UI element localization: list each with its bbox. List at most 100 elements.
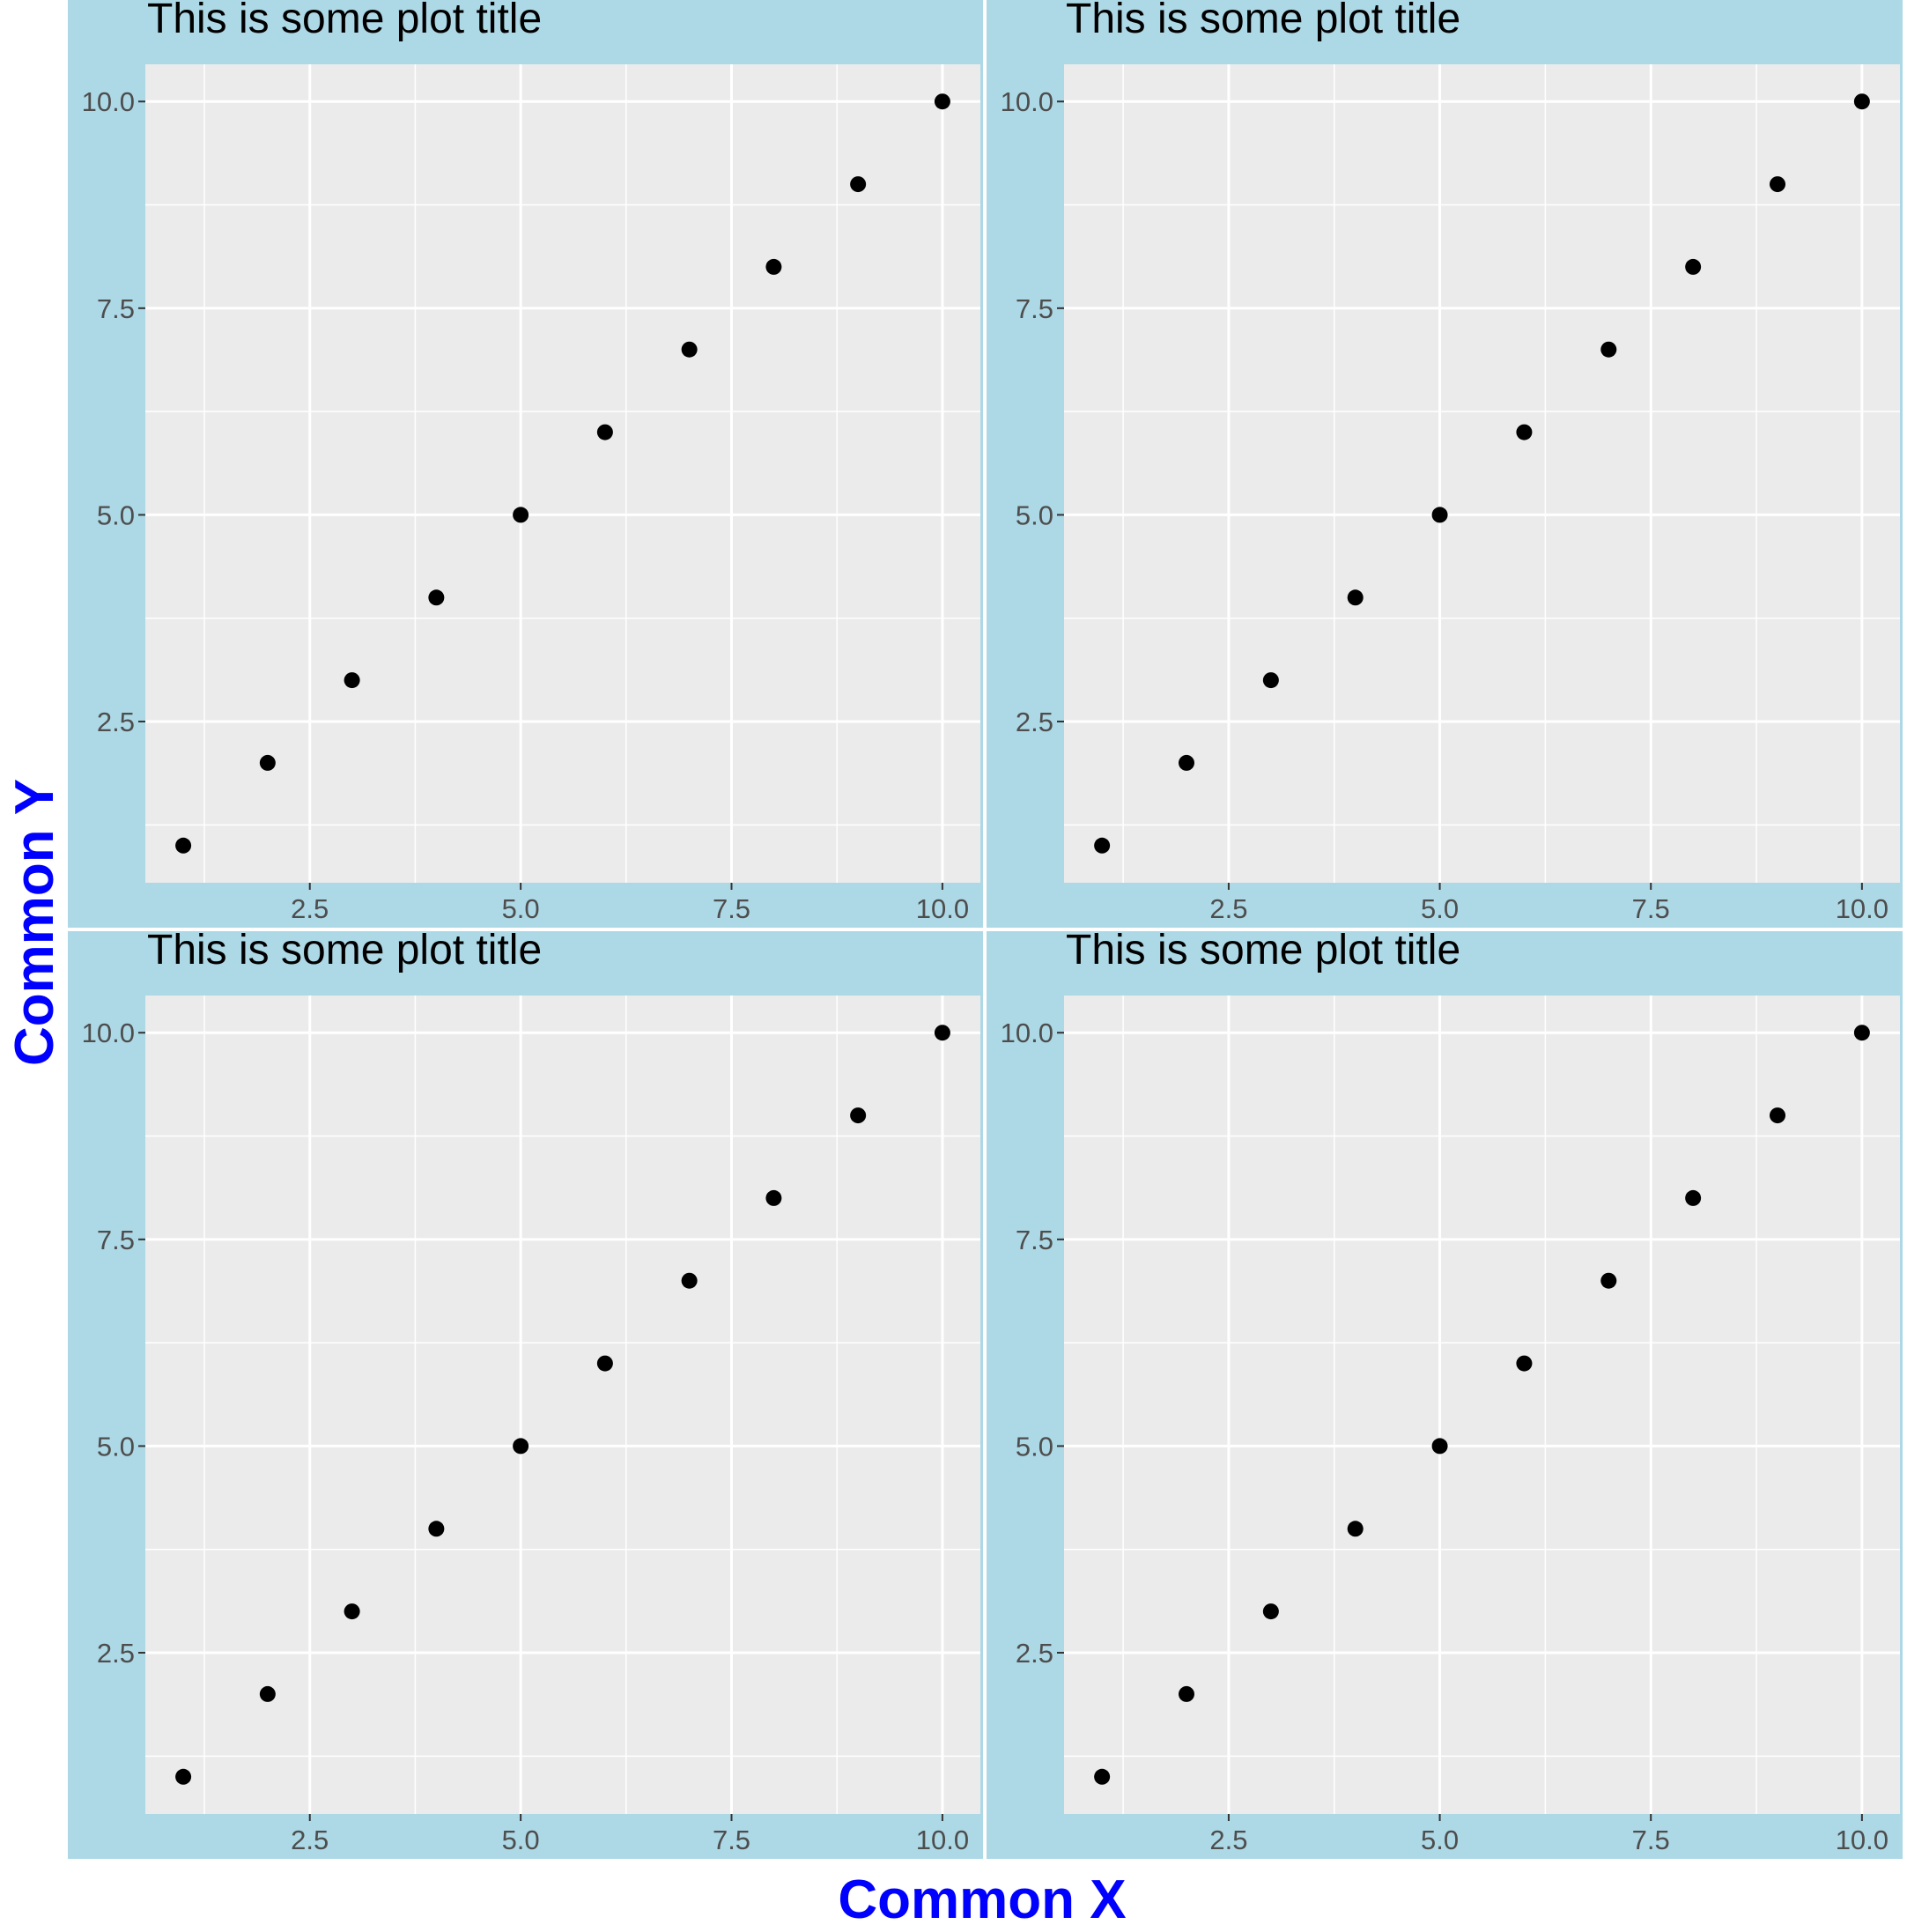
data-point <box>175 1768 192 1785</box>
y-axis: 2.5 5.0 7.5 10.0 <box>1001 1018 1064 1669</box>
x-tick-label: 7.5 <box>1632 1825 1670 1855</box>
y-axis: 2.5 5.0 7.5 10.0 <box>1001 86 1064 737</box>
panel-title: This is some plot title <box>147 0 542 42</box>
data-point <box>850 176 867 193</box>
x-axis: 2.5 5.0 7.5 10.0 <box>1209 883 1889 924</box>
x-tick-label: 10.0 <box>916 1825 969 1855</box>
data-point <box>1853 93 1870 110</box>
data-point <box>1178 1685 1194 1702</box>
x-tick-label: 5.0 <box>1421 1825 1459 1855</box>
y-tick-label: 7.5 <box>1016 293 1053 324</box>
panel-2: 2.5 5.0 7.5 10.0 2.5 5.0 7.5 10.0 This is some p… <box>987 0 1903 928</box>
panel-title: This is some plot title <box>1066 0 1460 42</box>
y-tick-label: 7.5 <box>97 1225 135 1255</box>
x-tick-label: 2.5 <box>1209 1825 1247 1855</box>
y-tick-label: 2.5 <box>1016 707 1053 737</box>
data-point <box>1262 1603 1279 1620</box>
panel-4: 2.5 5.0 7.5 10.0 2.5 5.0 7.5 10.0 This is some p… <box>987 927 1903 1859</box>
x-axis: 2.5 5.0 7.5 10.0 <box>291 883 969 924</box>
data-point <box>259 754 276 771</box>
data-point <box>681 1272 698 1289</box>
panel-title: This is some plot title <box>1066 927 1460 973</box>
panel-title: This is some plot title <box>147 927 542 973</box>
data-point <box>1094 837 1111 854</box>
y-tick-label: 10.0 <box>82 86 135 117</box>
panel-1: 2.5 5.0 7.5 10.0 2.5 5.0 7.5 10.0 This is some p… <box>68 0 983 928</box>
gridlines <box>145 996 980 1814</box>
x-tick-label: 7.5 <box>713 1825 750 1855</box>
data-point <box>1094 1768 1111 1785</box>
panel-3: 2.5 5.0 7.5 10.0 2.5 5.0 7.5 10.0 This is some p… <box>68 927 983 1859</box>
y-tick-label: 2.5 <box>1016 1638 1053 1669</box>
data-point <box>344 672 360 689</box>
data-point <box>1685 258 1702 275</box>
data-point <box>934 1025 950 1041</box>
data-point <box>1431 507 1448 523</box>
x-tick-label: 2.5 <box>291 893 329 924</box>
x-axis: 2.5 5.0 7.5 10.0 <box>1209 1814 1889 1855</box>
data-point <box>1685 1189 1702 1206</box>
x-axis: 2.5 5.0 7.5 10.0 <box>291 1814 969 1855</box>
x-tick-label: 5.0 <box>502 1825 540 1855</box>
y-tick-label: 7.5 <box>1016 1225 1053 1255</box>
common-x-label: Common X <box>838 1869 1126 1930</box>
data-point <box>1600 1272 1617 1289</box>
data-point <box>1853 1025 1870 1041</box>
data-point <box>850 1107 867 1124</box>
data-point <box>681 341 698 358</box>
data-point <box>1178 754 1194 771</box>
data-point <box>513 507 529 523</box>
plot-area <box>1064 996 1900 1814</box>
data-point <box>513 1438 529 1455</box>
gridlines <box>1064 996 1900 1814</box>
data-point <box>175 837 192 854</box>
data-point <box>1262 672 1279 689</box>
data-point <box>1600 341 1617 358</box>
data-points <box>1094 93 1870 854</box>
data-point <box>765 1189 782 1206</box>
data-point <box>428 1521 445 1537</box>
x-tick-label: 10.0 <box>1836 893 1889 924</box>
data-points <box>175 93 950 854</box>
y-tick-label: 10.0 <box>82 1018 135 1048</box>
x-tick-label: 10.0 <box>916 893 969 924</box>
y-tick-label: 7.5 <box>97 293 135 324</box>
data-points <box>175 1025 950 1785</box>
y-tick-label: 10.0 <box>1001 1018 1053 1048</box>
y-tick-label: 5.0 <box>97 500 135 530</box>
data-point <box>596 1355 613 1372</box>
y-tick-label: 5.0 <box>1016 500 1053 530</box>
x-tick-label: 2.5 <box>291 1825 329 1855</box>
plot-area <box>145 64 980 883</box>
data-point <box>1770 1107 1786 1124</box>
data-point <box>344 1603 360 1620</box>
plot-area <box>145 996 980 1814</box>
y-tick-label: 5.0 <box>97 1431 135 1462</box>
data-point <box>1770 176 1786 193</box>
data-point <box>1347 589 1364 606</box>
data-point <box>1347 1521 1364 1537</box>
x-tick-label: 5.0 <box>502 893 540 924</box>
data-point <box>765 258 782 275</box>
data-point <box>1431 1438 1448 1455</box>
x-tick-label: 7.5 <box>713 893 750 924</box>
y-tick-label: 2.5 <box>97 707 135 737</box>
y-tick-label: 5.0 <box>1016 1431 1053 1462</box>
gridlines <box>145 64 980 883</box>
data-point <box>596 424 613 440</box>
common-y-label: Common Y <box>4 779 65 1066</box>
gridlines <box>1064 64 1900 883</box>
x-tick-label: 5.0 <box>1421 893 1459 924</box>
x-tick-label: 2.5 <box>1209 893 1247 924</box>
y-tick-label: 10.0 <box>1001 86 1053 117</box>
plot-area <box>1064 64 1900 883</box>
x-tick-label: 7.5 <box>1632 893 1670 924</box>
y-axis: 2.5 5.0 7.5 10.0 <box>82 86 145 737</box>
panels-group: 2.5 5.0 7.5 10.0 2.5 5.0 7.5 10.0 This is some p… <box>68 0 1903 1859</box>
y-axis: 2.5 5.0 7.5 10.0 <box>82 1018 145 1669</box>
x-tick-label: 10.0 <box>1836 1825 1889 1855</box>
data-point <box>259 1685 276 1702</box>
data-point <box>1516 424 1533 440</box>
data-points <box>1094 1025 1870 1785</box>
